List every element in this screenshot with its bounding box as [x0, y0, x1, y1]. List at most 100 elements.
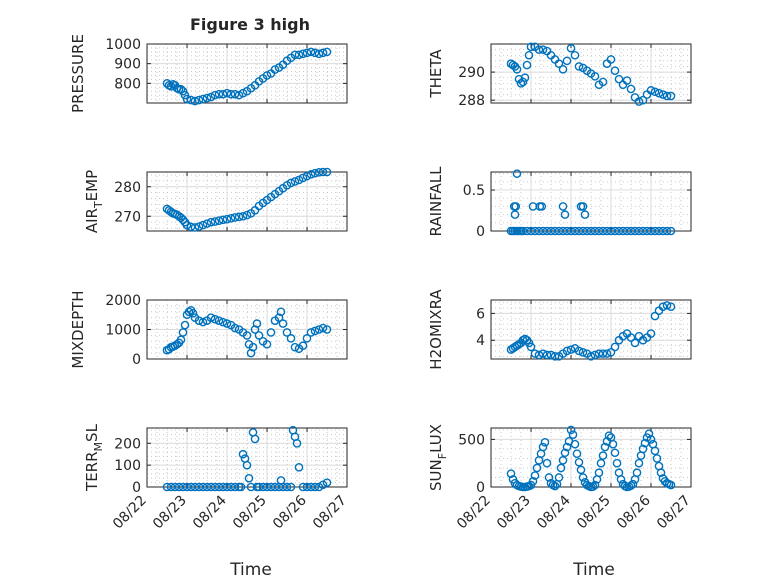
data-point	[654, 88, 664, 98]
data-point	[632, 468, 642, 478]
data-point	[610, 342, 620, 352]
data-point	[246, 482, 256, 492]
data-point	[530, 349, 540, 358]
data-point	[286, 178, 296, 188]
data-point	[654, 226, 664, 236]
x-tick-label: 08/26	[270, 492, 310, 532]
y-tick-label: 1000	[105, 323, 141, 339]
data-point	[206, 482, 216, 492]
data-point	[234, 90, 244, 100]
data-point	[666, 226, 676, 236]
data-point	[226, 214, 236, 223]
data-point	[634, 97, 644, 106]
data-point	[170, 482, 180, 492]
data-point	[554, 59, 564, 68]
x-tick-label: 08/26	[614, 492, 654, 532]
data-point	[580, 210, 590, 219]
data-point	[266, 328, 276, 337]
data-point	[290, 342, 300, 352]
data-point	[318, 323, 328, 333]
data-point	[188, 308, 198, 318]
data-point	[554, 226, 564, 236]
data-point	[234, 212, 244, 222]
data-point	[178, 215, 188, 225]
data-point	[638, 444, 648, 454]
data-point	[562, 56, 572, 66]
x-tick-label: 08/25	[230, 493, 270, 533]
data-point	[650, 87, 660, 97]
data-point	[210, 90, 220, 100]
data-point	[298, 482, 308, 492]
data-point	[598, 77, 608, 87]
data-point	[622, 76, 632, 85]
data-point	[650, 311, 660, 321]
y-axis-label: RAINFALL	[427, 166, 445, 237]
data-point	[306, 328, 316, 337]
data-point	[512, 64, 522, 74]
data-point	[222, 214, 232, 224]
data-point	[210, 217, 220, 226]
data-point	[556, 463, 566, 473]
data-point	[638, 226, 648, 236]
data-point	[306, 47, 316, 57]
data-point	[314, 325, 324, 334]
data-point	[318, 48, 328, 58]
data-point	[522, 60, 532, 70]
data-point	[176, 84, 186, 94]
data-point	[298, 341, 308, 351]
data-point	[656, 468, 666, 478]
subplot-h2omixra: 4 6 H2OMIXRA	[427, 289, 692, 370]
data-point	[526, 226, 536, 236]
data-point	[230, 213, 240, 222]
data-point	[590, 350, 600, 360]
subplot-terr-m-sl: 0 100 200 08/22 08/23 08/24 08/25 08/26 08/27 TER…	[83, 423, 350, 532]
data-point	[566, 43, 576, 53]
data-point	[586, 352, 596, 361]
data-point	[246, 348, 256, 358]
data-point	[302, 48, 312, 58]
data-point	[174, 482, 184, 492]
data-point	[194, 316, 204, 325]
data-point	[290, 177, 300, 186]
data-point	[666, 480, 676, 490]
data-point	[550, 481, 560, 491]
data-point	[634, 458, 644, 468]
data-point	[222, 319, 232, 328]
data-point	[568, 430, 578, 439]
data-point	[182, 482, 192, 492]
data-point	[578, 226, 588, 236]
data-point	[650, 226, 660, 236]
y-tick-label: 4	[476, 333, 485, 349]
data-point	[560, 210, 570, 219]
data-point	[642, 226, 652, 236]
data-point	[554, 473, 564, 482]
y-tick-label: 0.5	[463, 183, 485, 199]
y-tick-label: 900	[114, 57, 141, 73]
data-point	[302, 171, 312, 181]
data-point	[206, 217, 216, 227]
data-point	[606, 347, 616, 357]
data-point	[214, 316, 224, 325]
data-point	[298, 173, 308, 183]
data-point	[218, 215, 228, 225]
data-point	[166, 482, 176, 492]
data-point	[538, 442, 548, 452]
data-point	[558, 202, 568, 211]
data-point	[250, 434, 260, 444]
data-point	[270, 65, 280, 74]
data-point	[202, 93, 212, 103]
y-tick-label: 200	[114, 436, 141, 452]
data-point	[610, 66, 620, 75]
data-point	[614, 226, 624, 236]
data-point	[520, 73, 530, 83]
data-point	[302, 482, 312, 492]
data-point	[294, 463, 304, 472]
data-point	[578, 347, 588, 357]
data-point	[182, 220, 192, 230]
data-point	[306, 482, 316, 492]
series-markers	[162, 306, 332, 358]
data-point	[528, 476, 538, 486]
data-point	[210, 482, 220, 492]
data-point	[278, 482, 288, 492]
